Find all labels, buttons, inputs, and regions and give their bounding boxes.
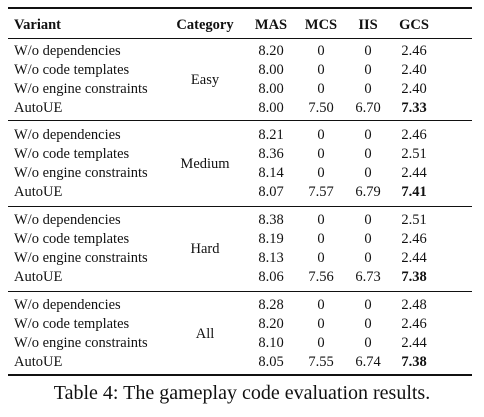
variant-cell: W/o engine constraints bbox=[14, 250, 148, 266]
score-cell: 8.10 bbox=[258, 335, 284, 351]
score-cell: 0 bbox=[317, 81, 325, 97]
top-rule bbox=[8, 7, 472, 9]
score-cell: 7.57 bbox=[308, 184, 334, 200]
group-rule bbox=[8, 120, 472, 121]
variant-cell: W/o dependencies bbox=[14, 212, 121, 228]
score-cell: 8.19 bbox=[258, 231, 284, 247]
score-cell: 0 bbox=[364, 62, 372, 78]
variant-cell: W/o engine constraints bbox=[14, 165, 148, 181]
score-cell: 0 bbox=[317, 297, 325, 313]
score-cell: 8.20 bbox=[258, 316, 284, 332]
score-cell: 8.20 bbox=[258, 43, 284, 59]
score-cell: 2.44 bbox=[401, 250, 427, 266]
score-cell: 2.46 bbox=[401, 43, 427, 59]
variant-cell: AutoUE bbox=[14, 100, 63, 116]
header-cell: Category bbox=[176, 17, 234, 33]
score-cell: 0 bbox=[317, 62, 325, 78]
score-cell: 2.46 bbox=[401, 316, 427, 332]
header-cell: Variant bbox=[14, 17, 61, 33]
header-cell: GCS bbox=[399, 17, 429, 33]
variant-cell: W/o code templates bbox=[14, 231, 130, 247]
variant-cell: W/o engine constraints bbox=[14, 335, 148, 351]
score-cell: 7.50 bbox=[308, 100, 334, 116]
score-cell: 6.79 bbox=[355, 184, 381, 200]
score-cell: 7.56 bbox=[308, 269, 334, 285]
score-cell: 2.44 bbox=[401, 335, 427, 351]
score-cell: 2.51 bbox=[401, 146, 427, 162]
header-cell: MCS bbox=[304, 17, 338, 33]
group-rule bbox=[8, 291, 472, 292]
score-cell: 0 bbox=[364, 81, 372, 97]
score-cell: 0 bbox=[364, 43, 372, 59]
score-cell: 2.44 bbox=[401, 165, 427, 181]
score-cell: 7.41 bbox=[401, 184, 427, 200]
variant-cell: W/o dependencies bbox=[14, 297, 121, 313]
score-cell: 6.73 bbox=[355, 269, 381, 285]
score-cell: 0 bbox=[364, 212, 372, 228]
score-cell: 7.55 bbox=[308, 354, 334, 370]
score-cell: 2.48 bbox=[401, 297, 427, 313]
score-cell: 8.28 bbox=[258, 297, 284, 313]
score-cell: 0 bbox=[364, 146, 372, 162]
category-cell: All bbox=[195, 325, 215, 342]
caption: Table 4: The gameplay code evaluation re… bbox=[53, 382, 431, 404]
score-cell: 2.46 bbox=[401, 231, 427, 247]
score-cell: 0 bbox=[364, 127, 372, 143]
variant-cell: W/o code templates bbox=[14, 316, 130, 332]
score-cell: 8.36 bbox=[258, 146, 284, 162]
score-cell: 2.40 bbox=[401, 62, 427, 78]
score-cell: 0 bbox=[364, 250, 372, 266]
variant-cell: AutoUE bbox=[14, 184, 63, 200]
variant-cell: W/o dependencies bbox=[14, 127, 121, 143]
score-cell: 0 bbox=[317, 146, 325, 162]
header-cell: MAS bbox=[254, 17, 288, 33]
score-cell: 0 bbox=[317, 250, 325, 266]
score-cell: 0 bbox=[317, 231, 325, 247]
score-cell: 6.74 bbox=[355, 354, 381, 370]
header-rule bbox=[8, 38, 472, 39]
score-cell: 6.70 bbox=[355, 100, 381, 116]
score-cell: 2.46 bbox=[401, 127, 427, 143]
score-cell: 8.00 bbox=[258, 100, 284, 116]
score-cell: 0 bbox=[317, 335, 325, 351]
score-cell: 0 bbox=[317, 127, 325, 143]
score-cell: 8.21 bbox=[258, 127, 284, 143]
category-cell: Hard bbox=[190, 240, 220, 257]
score-cell: 8.06 bbox=[258, 269, 284, 285]
score-cell: 8.00 bbox=[258, 81, 284, 97]
score-cell: 8.00 bbox=[258, 62, 284, 78]
score-cell: 7.38 bbox=[401, 354, 427, 370]
score-cell: 0 bbox=[364, 297, 372, 313]
score-cell: 0 bbox=[317, 212, 325, 228]
bottom-rule bbox=[8, 374, 472, 376]
variant-cell: W/o code templates bbox=[14, 146, 130, 162]
score-cell: 8.13 bbox=[258, 250, 284, 266]
score-cell: 2.51 bbox=[401, 212, 427, 228]
score-cell: 0 bbox=[317, 316, 325, 332]
category-cell: Medium bbox=[180, 155, 230, 172]
score-cell: 7.38 bbox=[401, 269, 427, 285]
score-cell: 0 bbox=[364, 165, 372, 181]
score-cell: 8.14 bbox=[258, 165, 284, 181]
score-cell: 2.40 bbox=[401, 81, 427, 97]
variant-cell: AutoUE bbox=[14, 354, 63, 370]
category-cell: Easy bbox=[190, 71, 220, 88]
score-cell: 8.07 bbox=[258, 184, 284, 200]
header-cell: IIS bbox=[358, 17, 378, 33]
score-cell: 8.38 bbox=[258, 212, 284, 228]
score-cell: 0 bbox=[364, 335, 372, 351]
group-rule bbox=[8, 206, 472, 207]
score-cell: 0 bbox=[364, 231, 372, 247]
score-cell: 7.33 bbox=[401, 100, 427, 116]
score-cell: 0 bbox=[364, 316, 372, 332]
variant-cell: AutoUE bbox=[14, 269, 63, 285]
score-cell: 8.05 bbox=[258, 354, 284, 370]
variant-cell: W/o engine constraints bbox=[14, 81, 148, 97]
variant-cell: W/o code templates bbox=[14, 62, 130, 78]
score-cell: 0 bbox=[317, 43, 325, 59]
variant-cell: W/o dependencies bbox=[14, 43, 121, 59]
score-cell: 0 bbox=[317, 165, 325, 181]
